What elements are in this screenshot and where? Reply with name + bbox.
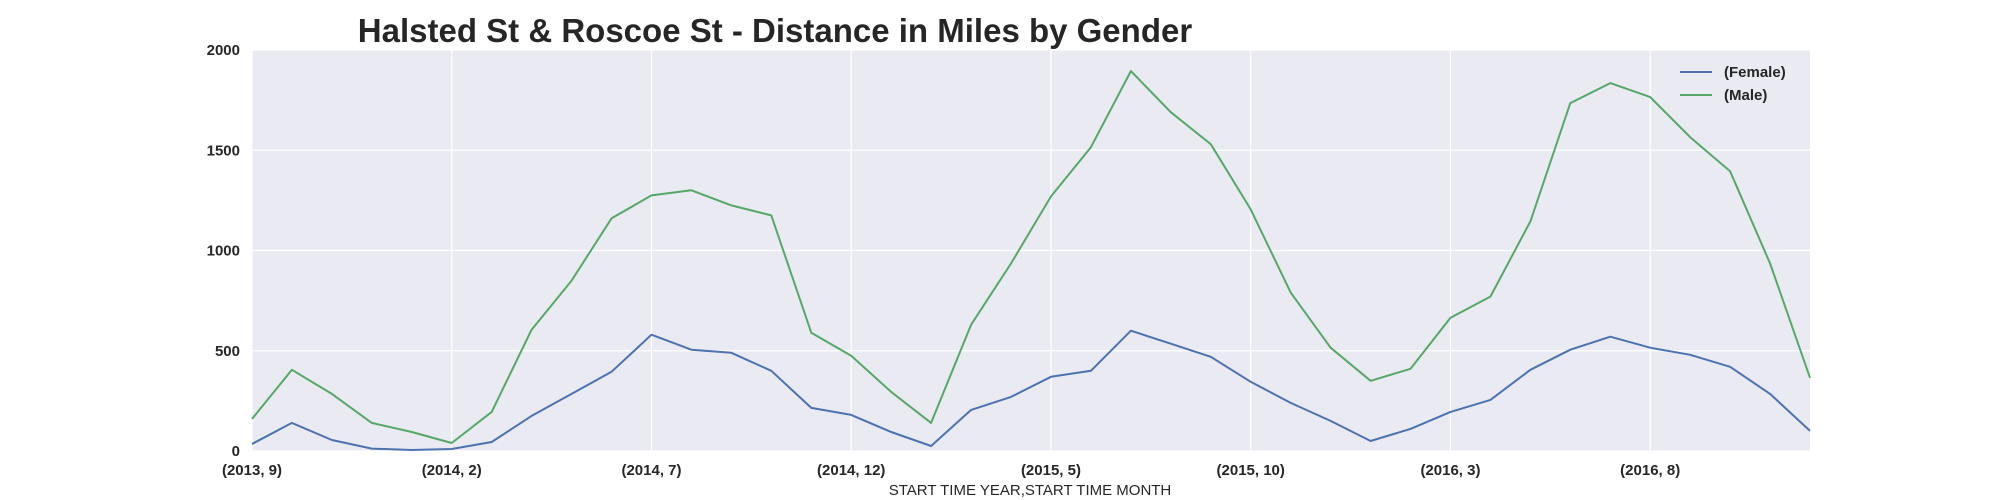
x-axis-label: START TIME YEAR,START TIME MONTH [889, 482, 1172, 499]
y-tick-label: 1000 [207, 243, 240, 260]
chart-title: Halsted St & Roscoe St - Distance in Mil… [358, 12, 1193, 49]
y-tick-label: 1500 [207, 142, 240, 159]
legend: (Female) (Male) [1680, 64, 1786, 104]
x-axis-ticks: (2013, 9) (2014, 2) (2014, 7) (2014, 12) (20… [222, 462, 1680, 479]
x-tick-label: (2014, 2) [422, 462, 482, 479]
series-lines [251, 70, 1811, 451]
x-tick-label: (2013, 9) [222, 462, 282, 479]
legend-label: (Female) [1724, 64, 1786, 81]
y-tick-label: 0 [232, 443, 240, 460]
series-line-male [251, 70, 1811, 444]
x-tick-label: (2016, 8) [1620, 462, 1680, 479]
grid-lines [251, 49, 1810, 452]
y-tick-label: 500 [215, 343, 240, 360]
series-line-female [251, 329, 1811, 451]
y-axis-ticks: 0 500 1000 1500 2000 [207, 42, 240, 460]
y-tick-label: 2000 [207, 42, 240, 59]
x-tick-label: (2014, 7) [621, 462, 681, 479]
legend-label: (Male) [1724, 87, 1767, 104]
x-tick-label: (2014, 12) [817, 462, 885, 479]
x-tick-label: (2015, 5) [1021, 462, 1081, 479]
x-tick-label: (2016, 3) [1420, 462, 1480, 479]
x-tick-label: (2015, 10) [1217, 462, 1285, 479]
